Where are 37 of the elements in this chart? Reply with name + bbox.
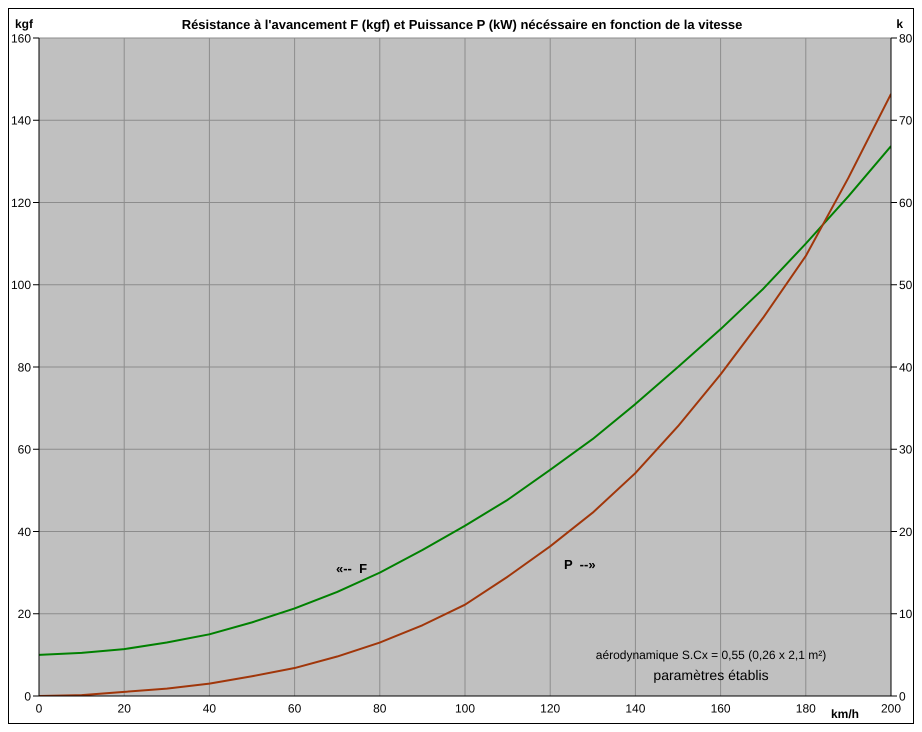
x-tick-label: 200 bbox=[880, 702, 902, 716]
x-tick-label: 20 bbox=[118, 702, 132, 716]
annotation: «-- F bbox=[336, 561, 368, 576]
y-tick-label: 0 bbox=[24, 689, 32, 704]
y2-tick-label: 40 bbox=[899, 360, 913, 374]
y2-tick-label: 0 bbox=[899, 689, 906, 704]
y-tick-label: 160 bbox=[10, 31, 32, 46]
y-tick-label: 120 bbox=[10, 196, 32, 210]
x-tick-label: 0 bbox=[36, 702, 43, 716]
y2-tick-label: 50 bbox=[899, 278, 913, 292]
x-tick-label: 180 bbox=[796, 702, 816, 716]
x-tick-label: 60 bbox=[288, 702, 302, 716]
y2-tick-label: 10 bbox=[899, 607, 913, 622]
y2-tick-label: 60 bbox=[899, 196, 913, 210]
y2-tick-label: 80 bbox=[899, 31, 913, 46]
y-tick-label: 80 bbox=[18, 360, 32, 374]
x-tick-label: 80 bbox=[373, 702, 387, 716]
y-tick-label: 60 bbox=[18, 442, 32, 457]
x-tick-label: 160 bbox=[710, 702, 731, 716]
annotation: aérodynamique S.Cx = 0,55 (0,26 x 2,1 m²) bbox=[594, 647, 828, 664]
annotation: P --» bbox=[564, 557, 596, 572]
x-tick-label: 120 bbox=[540, 702, 561, 716]
y2-tick-label: 20 bbox=[899, 524, 913, 539]
y2-tick-label: 30 bbox=[899, 442, 913, 457]
y-tick-label: 100 bbox=[10, 278, 32, 292]
x-axis-title: km/h bbox=[831, 707, 860, 721]
annotation: paramètres établis bbox=[652, 666, 770, 685]
y-tick-label: 20 bbox=[18, 607, 32, 622]
y-axis-title: kgf bbox=[15, 17, 33, 31]
x-tick-label: 140 bbox=[625, 702, 646, 716]
y-tick-label: 40 bbox=[18, 524, 32, 539]
x-tick-label: 40 bbox=[202, 702, 216, 716]
y-tick-label: 140 bbox=[10, 114, 32, 128]
y2-axis-title: k bbox=[896, 17, 903, 31]
x-tick-label: 100 bbox=[454, 702, 476, 716]
y2-tick-label: 70 bbox=[899, 114, 913, 128]
chart-title: Résistance à l'avancement F (kgf) et Puissance P (kW) nécéssaire en fonction de la vitesse bbox=[182, 17, 742, 32]
